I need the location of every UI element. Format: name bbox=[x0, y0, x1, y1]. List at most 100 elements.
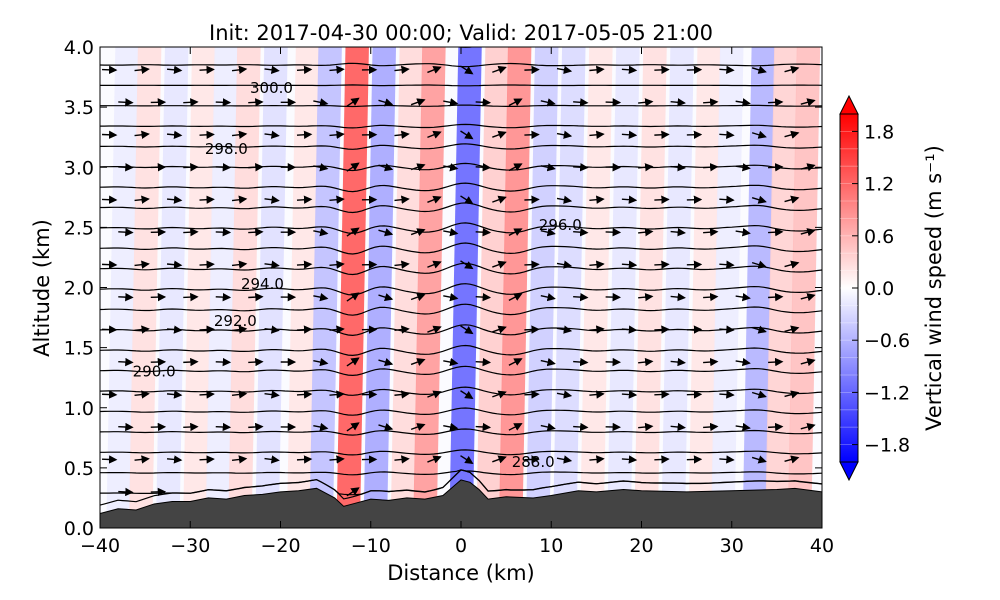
wind-vector-263 bbox=[703, 98, 719, 107]
wind-vector-15 bbox=[492, 455, 507, 464]
wind-vector-229 bbox=[296, 130, 313, 139]
wind-vector-125 bbox=[508, 293, 523, 301]
wind-vector-33 bbox=[378, 422, 394, 432]
wind-vector-237 bbox=[556, 130, 573, 139]
contour-label-3: 294.0 bbox=[241, 275, 284, 293]
wind-vector-194 bbox=[589, 195, 605, 204]
wind-vector-212 bbox=[475, 163, 492, 172]
wind-vector-51 bbox=[231, 390, 248, 399]
wind-vector-281 bbox=[556, 65, 573, 74]
wind-band-9 bbox=[336, 47, 369, 528]
wind-vector-106 bbox=[589, 325, 605, 334]
contour-label-6: 288.0 bbox=[512, 453, 555, 471]
wind-vector-122 bbox=[410, 293, 426, 302]
wind-vector-282 bbox=[589, 65, 605, 75]
wind-vector-87 bbox=[703, 357, 719, 367]
wind-vector-103 bbox=[492, 325, 507, 334]
contour-label-5: 290.0 bbox=[133, 363, 176, 381]
wind-vector-35 bbox=[443, 422, 459, 432]
wind-vector-200 bbox=[784, 195, 800, 204]
terrain bbox=[100, 479, 822, 528]
wind-vector-148 bbox=[524, 260, 540, 269]
wind-vector-0 bbox=[118, 487, 134, 497]
wind-vector-149 bbox=[556, 260, 573, 269]
wind-vector-68 bbox=[784, 390, 800, 399]
wind-vector-92 bbox=[134, 325, 150, 334]
wind-vector-198 bbox=[719, 195, 735, 204]
theta-contours bbox=[100, 47, 822, 506]
wind-vector-5 bbox=[166, 455, 183, 464]
colorbar-tick-label-5: −1.2 bbox=[864, 382, 910, 404]
contour-label-4: 292.0 bbox=[214, 312, 257, 330]
wind-vector-255 bbox=[443, 98, 459, 107]
wind-vector-62 bbox=[589, 390, 605, 399]
wind-vector-53 bbox=[296, 390, 313, 399]
wind-vector-8 bbox=[264, 455, 280, 464]
wind-vector-164 bbox=[346, 227, 360, 237]
colorbar-extend-high bbox=[839, 94, 859, 115]
wind-vector-265 bbox=[768, 98, 784, 107]
wind-vector-204 bbox=[215, 163, 232, 172]
wind-vector-144 bbox=[394, 260, 410, 269]
wind-vector-104 bbox=[524, 325, 540, 334]
wind-vector-37 bbox=[508, 423, 523, 431]
wind-vector-72 bbox=[215, 357, 232, 367]
wind-vector-178 bbox=[800, 228, 816, 237]
x-tick-label-5: 10 bbox=[539, 535, 563, 557]
contour-label-0: 300.0 bbox=[250, 79, 293, 97]
wind-vector-251 bbox=[313, 98, 329, 107]
wind-vector-168 bbox=[475, 227, 492, 237]
y-tick-label-1: 0.5 bbox=[64, 458, 94, 480]
wind-vector-195 bbox=[621, 195, 638, 204]
wind-vector-120 bbox=[346, 292, 360, 302]
y-tick-label-6: 3.0 bbox=[64, 157, 94, 179]
wind-vector-236 bbox=[524, 130, 540, 139]
wind-vector-57 bbox=[427, 390, 442, 399]
wind-vector-43 bbox=[703, 422, 719, 432]
wind-vector-253 bbox=[378, 98, 394, 107]
wind-vector-17 bbox=[556, 455, 573, 464]
wind-vector-182 bbox=[199, 195, 215, 204]
wind-vector-127 bbox=[573, 292, 589, 302]
theta-contour-16 bbox=[100, 182, 822, 193]
contour-label-1: 298.0 bbox=[205, 140, 248, 158]
wind-vector-13 bbox=[427, 455, 442, 464]
theta-contour-20 bbox=[100, 104, 822, 108]
wind-vector-31 bbox=[313, 422, 329, 432]
wind-vector-257 bbox=[508, 98, 523, 107]
wind-vector-254 bbox=[410, 98, 426, 107]
wind-vector-102 bbox=[460, 325, 474, 335]
wind-vector-76 bbox=[346, 357, 360, 367]
wind-vector-219 bbox=[703, 163, 719, 172]
wind-vector-266 bbox=[800, 98, 816, 107]
wind-vector-244 bbox=[784, 130, 800, 139]
wind-vector-242 bbox=[719, 130, 735, 139]
wind-vector-2 bbox=[346, 487, 360, 497]
wind-vector-142 bbox=[329, 260, 345, 269]
wind-vector-177 bbox=[768, 227, 784, 237]
wind-vector-227 bbox=[231, 130, 248, 139]
wind-vector-256 bbox=[475, 98, 492, 107]
wind-vector-280 bbox=[524, 65, 540, 75]
wind-vector-267 bbox=[102, 65, 118, 75]
wind-vector-105 bbox=[556, 325, 573, 334]
wind-vector-117 bbox=[248, 292, 264, 302]
theta-contour-19 bbox=[100, 123, 822, 129]
colorbar-tick-label-1: 1.2 bbox=[864, 174, 894, 196]
wind-vector-224 bbox=[134, 130, 150, 139]
wind-vector-218 bbox=[670, 163, 686, 172]
wind-vector-115 bbox=[183, 292, 199, 302]
wind-vector-170 bbox=[540, 228, 556, 237]
wind-vector-59 bbox=[492, 390, 507, 399]
wind-vector-48 bbox=[134, 390, 150, 399]
wind-vector-38 bbox=[540, 422, 556, 432]
wind-vector-25 bbox=[118, 422, 134, 432]
y-tick-label-5: 2.5 bbox=[64, 217, 94, 239]
wind-vector-77 bbox=[378, 358, 394, 367]
wind-vector-123 bbox=[443, 292, 459, 302]
wind-vector-91 bbox=[102, 325, 118, 334]
wind-vector-111 bbox=[751, 325, 767, 334]
y-tick-label-7: 3.5 bbox=[64, 97, 94, 119]
x-tick-label-6: 20 bbox=[629, 535, 653, 557]
colorbar-tick-label-2: 0.6 bbox=[864, 226, 894, 248]
